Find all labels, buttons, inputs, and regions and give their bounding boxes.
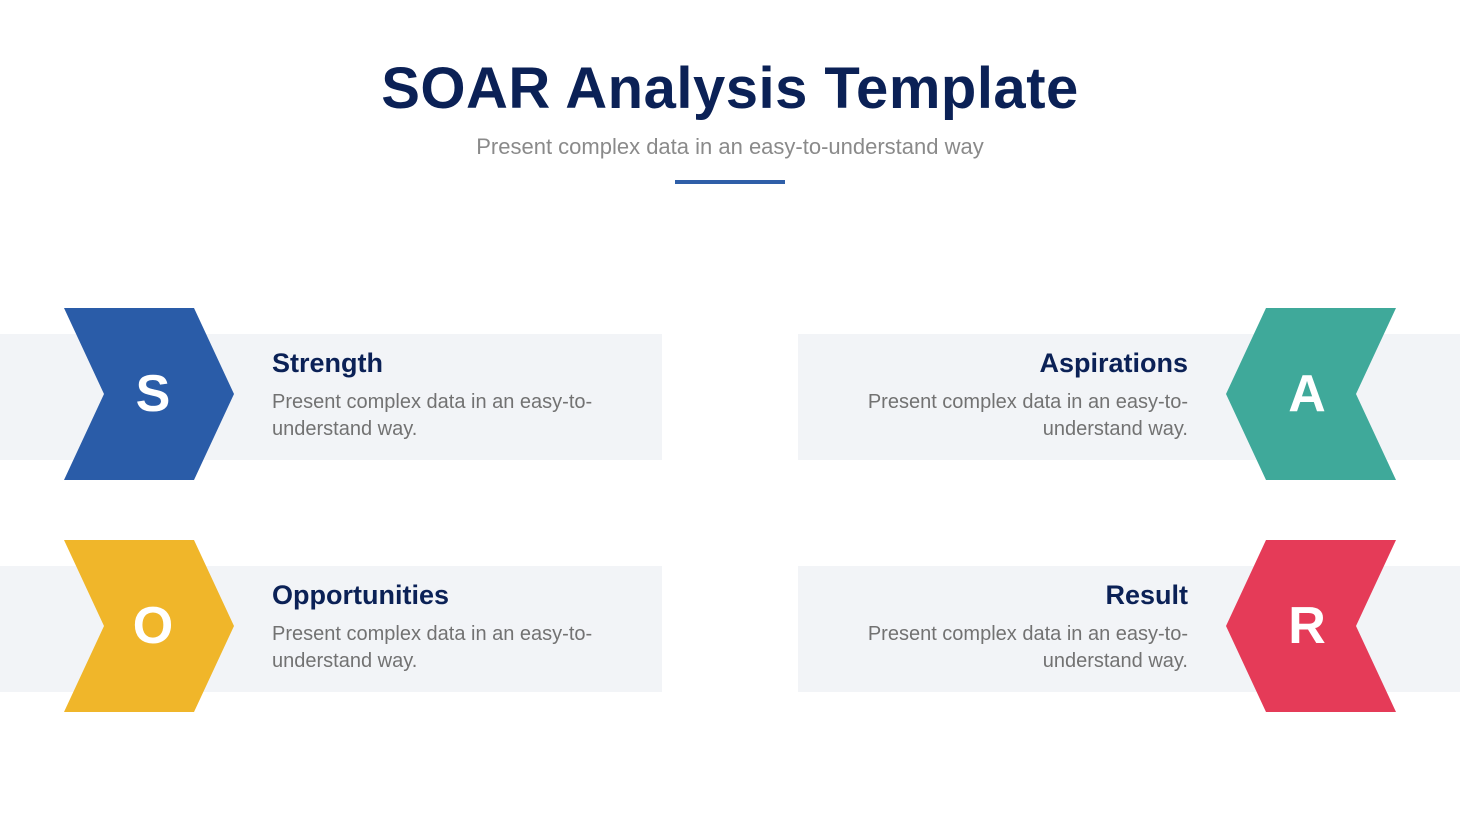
title-underline [675,180,785,184]
item-title-s: Strength [272,348,672,379]
chevron-o [64,540,234,712]
item-title-r: Result [788,580,1188,611]
soar-grid: S Strength Present complex data in an ea… [0,308,1460,772]
chevron-s [64,308,234,480]
item-title-a: Aspirations [788,348,1188,379]
chevron-right-icon [64,308,234,480]
page-title: SOAR Analysis Template [0,55,1460,122]
content-a: Aspirations Present complex data in an e… [788,348,1188,443]
item-desc-r: Present complex data in an easy-to-under… [788,621,1188,675]
content-r: Result Present complex data in an easy-t… [788,580,1188,675]
soar-row-2: O Opportunities Present complex data in … [0,540,1460,712]
content-o: Opportunities Present complex data in an… [272,580,672,675]
chevron-left-icon [1226,540,1396,712]
chevron-left-icon [1226,308,1396,480]
header: SOAR Analysis Template Present complex d… [0,0,1460,184]
item-desc-s: Present complex data in an easy-to-under… [272,389,672,443]
item-desc-o: Present complex data in an easy-to-under… [272,621,672,675]
content-s: Strength Present complex data in an easy… [272,348,672,443]
page-subtitle: Present complex data in an easy-to-under… [0,134,1460,160]
chevron-a [1226,308,1396,480]
soar-row-1: S Strength Present complex data in an ea… [0,308,1460,480]
chevron-r [1226,540,1396,712]
item-desc-a: Present complex data in an easy-to-under… [788,389,1188,443]
item-title-o: Opportunities [272,580,672,611]
chevron-right-icon [64,540,234,712]
